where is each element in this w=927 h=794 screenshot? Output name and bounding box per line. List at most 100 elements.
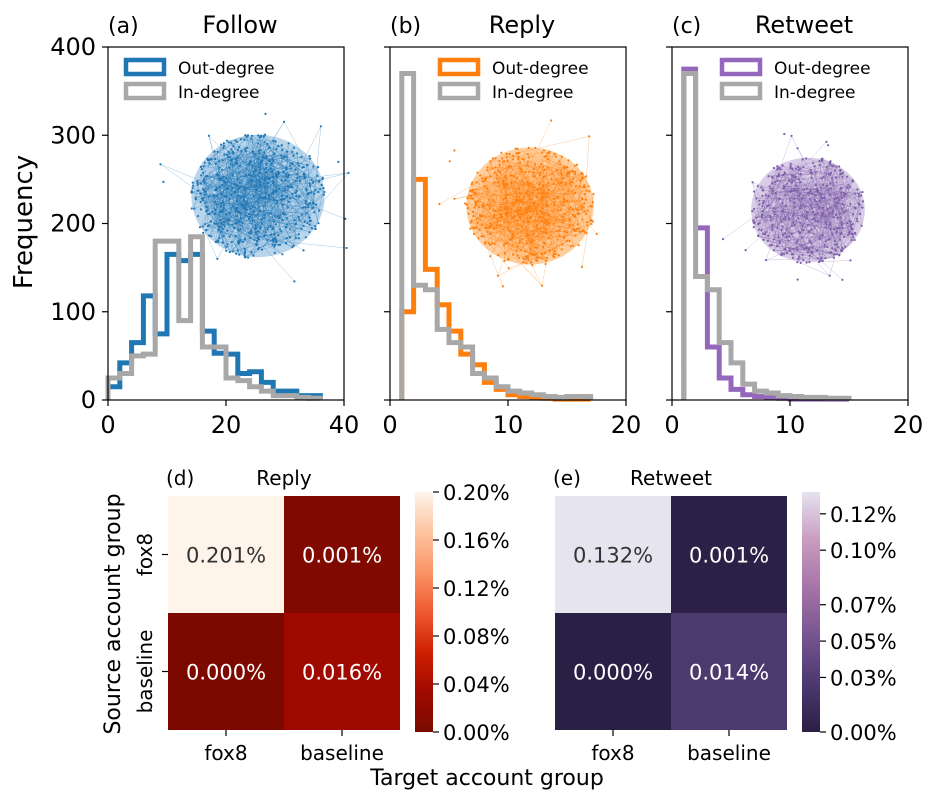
network-node (771, 189, 774, 192)
y-tick-label: fox8 (133, 533, 157, 576)
network-node (846, 186, 849, 190)
network-node (196, 183, 199, 186)
panel-letter: (b) (390, 14, 421, 39)
network-node (560, 169, 563, 172)
network-node (264, 192, 267, 195)
network-node (310, 178, 313, 181)
target-group-xlabel: Target account group (369, 766, 604, 791)
network-node (543, 175, 546, 178)
network-node (302, 165, 305, 169)
network-node (273, 233, 276, 236)
network-node (305, 187, 308, 190)
network-node (307, 192, 310, 195)
network-node (500, 151, 503, 154)
network-node (297, 215, 300, 219)
network-node (496, 177, 499, 180)
network-node (585, 224, 589, 227)
network-node (785, 252, 789, 255)
network-node (194, 198, 197, 201)
network-node (519, 215, 522, 218)
network-node (788, 247, 791, 250)
network-node (812, 161, 815, 164)
x-tick-label: baseline (687, 741, 771, 765)
network-node (533, 246, 537, 249)
network-node (498, 171, 502, 174)
network-node (808, 261, 811, 264)
network-node (812, 210, 815, 213)
network-node (232, 152, 235, 155)
network-node (847, 183, 850, 186)
network-node (551, 172, 554, 175)
network-node (832, 164, 835, 167)
network-node (528, 221, 531, 224)
network-node (789, 162, 792, 165)
network-node (469, 227, 472, 230)
network-node (516, 219, 519, 222)
network-node (576, 223, 579, 226)
network-node (306, 221, 309, 225)
network-node (783, 132, 786, 136)
network-node (269, 211, 272, 215)
network-node (222, 142, 225, 145)
network-node (268, 177, 271, 180)
network-node (798, 255, 801, 258)
network-node (784, 194, 787, 197)
network-node (524, 250, 527, 253)
network-node (721, 238, 725, 241)
network-node (292, 154, 295, 157)
network-node (237, 210, 240, 214)
network-node (560, 173, 564, 176)
network-node (796, 261, 799, 264)
network-node (254, 153, 257, 156)
network-node (586, 221, 589, 224)
network-node (478, 228, 481, 231)
heatmap-cell (555, 613, 671, 730)
network-node (818, 192, 821, 195)
network-node (297, 233, 300, 236)
network-node (818, 199, 821, 202)
network-node (489, 224, 492, 227)
network-node (323, 190, 326, 194)
network-node (581, 218, 584, 221)
panel-title: Follow (202, 11, 277, 39)
network-node (521, 180, 524, 183)
network-node (263, 185, 267, 188)
network-node (570, 184, 573, 187)
network-node (518, 241, 521, 245)
network-node (477, 237, 480, 240)
colorbar-tick-label: 0.12% (443, 577, 510, 601)
network-node (532, 232, 535, 236)
network-node (297, 195, 301, 198)
network-node (218, 236, 221, 239)
network-node (773, 180, 776, 183)
network-node (756, 185, 759, 188)
network-node (281, 194, 284, 197)
network-node (287, 200, 290, 203)
network-node (245, 146, 249, 149)
network-node (541, 165, 544, 168)
legend-label: In-degree (492, 83, 574, 103)
network-node (780, 228, 783, 231)
network-node (839, 212, 842, 215)
network-node (828, 223, 831, 226)
network-node (553, 153, 556, 156)
network-node (820, 177, 823, 180)
network-node (585, 189, 588, 192)
network-node (546, 158, 550, 161)
network-node (792, 221, 795, 224)
colorbar-tick-label: 0.20% (443, 481, 510, 505)
network-node (559, 163, 562, 166)
network-node (466, 207, 469, 210)
network-node (274, 238, 277, 242)
network-node (501, 285, 504, 288)
network-node (520, 168, 523, 171)
network-node (504, 197, 507, 200)
network-node (472, 227, 476, 230)
network-node (772, 249, 775, 252)
network-node (281, 212, 285, 215)
network-node (314, 188, 317, 191)
network-node (760, 186, 763, 189)
network-node (264, 176, 267, 180)
network-node (487, 227, 490, 230)
network-node (765, 204, 769, 208)
